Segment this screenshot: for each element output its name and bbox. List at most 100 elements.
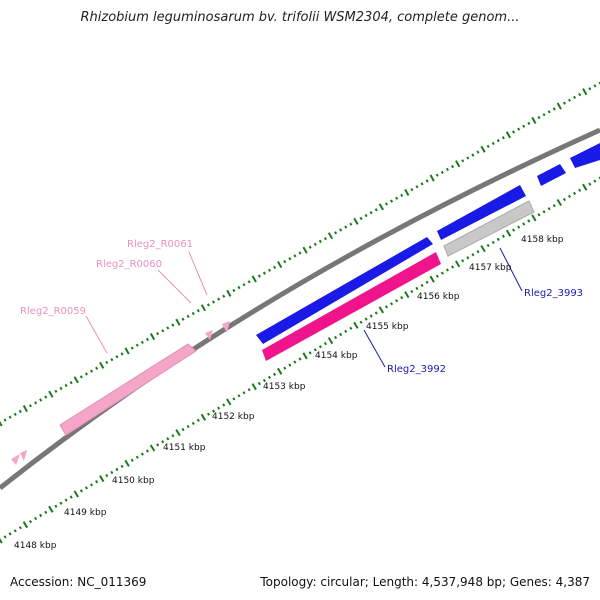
outer-tick bbox=[18, 409, 22, 414]
label-rleg2-r0059[interactable]: Rleg2_R0059 bbox=[20, 306, 86, 317]
outer-tick bbox=[242, 283, 246, 287]
outer-tick bbox=[298, 251, 302, 255]
outer-tick bbox=[135, 343, 139, 347]
scale-tick bbox=[73, 490, 79, 498]
scale-tick bbox=[115, 467, 119, 472]
scale-tick bbox=[578, 188, 582, 192]
outer-tick bbox=[593, 84, 597, 88]
scale-tick bbox=[140, 452, 144, 456]
scale-labels: 4148 kbp 4149 kbp 4150 kbp 4151 kbp 4152… bbox=[14, 235, 564, 551]
feature-rleg2-3992[interactable] bbox=[262, 252, 441, 361]
feature-blue-gene-4[interactable] bbox=[570, 143, 600, 168]
outer-tick bbox=[420, 182, 424, 186]
label-rleg2-3993[interactable]: Rleg2_3993 bbox=[524, 288, 583, 299]
outer-tick bbox=[552, 107, 556, 111]
outer-tick bbox=[105, 360, 109, 365]
scale-tick bbox=[110, 470, 114, 475]
feature-small-rna-left-1[interactable] bbox=[11, 454, 20, 465]
outer-tick bbox=[429, 174, 435, 182]
outer-tick bbox=[0, 420, 3, 427]
outer-tick bbox=[268, 268, 271, 272]
leader-rleg2-r0059 bbox=[85, 315, 108, 354]
outer-tick bbox=[196, 309, 200, 313]
scale-tick bbox=[156, 443, 160, 447]
outer-tick bbox=[247, 280, 251, 284]
genome-summary: Topology: circular; Length: 4,537,948 bp… bbox=[260, 575, 590, 589]
outer-tick bbox=[95, 366, 99, 370]
scale-tick bbox=[466, 256, 470, 260]
outer-tick bbox=[232, 288, 236, 293]
scale-tick bbox=[400, 295, 404, 300]
feature-rleg2-r0059[interactable] bbox=[59, 343, 197, 436]
scale-tick bbox=[522, 222, 526, 226]
outer-tick bbox=[48, 390, 54, 398]
scale-tick bbox=[531, 214, 537, 222]
scale-tick bbox=[22, 521, 29, 529]
scale-tick bbox=[34, 516, 38, 521]
outer-tick bbox=[455, 160, 461, 168]
feature-blue-gene-3[interactable] bbox=[537, 164, 566, 186]
outer-tick bbox=[364, 213, 368, 218]
outer-tick bbox=[334, 231, 338, 235]
scale-tick bbox=[186, 424, 190, 429]
leader-rleg2-r0060 bbox=[157, 269, 192, 304]
feature-blue-gene-2[interactable] bbox=[437, 185, 526, 240]
outer-tick bbox=[277, 261, 283, 269]
scale-tick bbox=[64, 498, 68, 502]
scale-tick bbox=[99, 475, 105, 483]
scale-tick bbox=[237, 394, 241, 398]
scale-tick bbox=[79, 489, 83, 493]
scale-tick bbox=[145, 449, 149, 453]
outer-tick bbox=[505, 131, 512, 139]
scale-tick bbox=[491, 240, 495, 245]
scale-tick bbox=[435, 274, 439, 278]
feature-blue-gene-1[interactable] bbox=[256, 237, 433, 344]
scale-tick bbox=[567, 194, 572, 199]
outer-tick bbox=[486, 144, 490, 149]
label-rleg2-r0060[interactable]: Rleg2_R0060 bbox=[96, 259, 162, 270]
feature-small-rna-left-2[interactable] bbox=[20, 450, 27, 461]
scale-tick bbox=[404, 291, 410, 299]
feature-rleg2-r0060[interactable] bbox=[205, 330, 213, 340]
leader-rleg2-r0061 bbox=[188, 251, 208, 296]
scale-tick bbox=[537, 213, 541, 217]
outer-tick bbox=[186, 314, 190, 319]
scale-tick bbox=[344, 329, 348, 334]
outer-tick bbox=[435, 173, 439, 177]
outer-tick bbox=[191, 311, 195, 316]
outer-tick bbox=[29, 404, 32, 408]
scale-tick bbox=[217, 406, 221, 410]
scale-tick bbox=[48, 505, 54, 513]
outer-tick bbox=[115, 355, 119, 359]
scale-tick bbox=[512, 228, 516, 232]
scale-tick bbox=[226, 398, 232, 406]
outer-tick bbox=[395, 196, 399, 200]
scale-tick bbox=[175, 429, 181, 437]
outer-tick bbox=[400, 193, 404, 197]
scale-tick bbox=[429, 275, 435, 283]
scale-tick bbox=[191, 421, 195, 426]
scale-tick bbox=[277, 367, 283, 375]
scale-tick bbox=[582, 183, 588, 191]
label-rleg2-3992[interactable]: Rleg2_3992 bbox=[387, 364, 446, 375]
scale-tick bbox=[588, 182, 592, 186]
scale-label: 4158 kbp bbox=[521, 235, 564, 245]
scale-tick bbox=[318, 345, 322, 349]
outer-tick bbox=[22, 405, 28, 413]
scale-tick bbox=[471, 253, 475, 257]
scale-tick bbox=[3, 535, 7, 539]
feature-rleg2-r0061[interactable] bbox=[222, 321, 230, 333]
outer-tick bbox=[288, 257, 292, 261]
label-rleg2-r0061[interactable]: Rleg2_R0061 bbox=[127, 239, 193, 250]
outer-tick bbox=[390, 199, 394, 203]
scale-tick bbox=[28, 519, 33, 524]
outer-tick bbox=[404, 188, 410, 196]
scale-tick bbox=[120, 464, 124, 469]
outer-tick bbox=[145, 337, 149, 342]
feature-rleg2-3993[interactable] bbox=[443, 200, 535, 257]
scale-tick bbox=[562, 197, 566, 202]
scale-tick bbox=[308, 351, 312, 355]
scale-tick bbox=[59, 501, 63, 505]
outer-tick bbox=[542, 113, 546, 117]
